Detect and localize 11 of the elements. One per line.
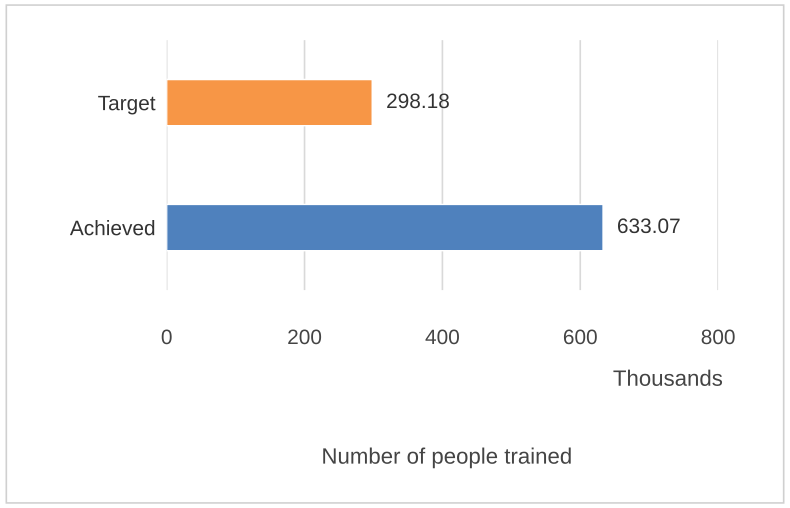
x-axis-title: Number of people trained: [323, 448, 571, 468]
data-label: 298.18: [387, 93, 449, 108]
data-label: 633.07: [618, 218, 680, 234]
x-tick-label: 400: [426, 330, 459, 344]
y-tick-label: Target: [98, 96, 156, 114]
x-tick-label: 600: [564, 330, 597, 344]
text: Thousands: [613, 370, 722, 386]
x-tick-label: 200: [288, 330, 322, 344]
y-tick-label: Achieved: [70, 220, 154, 236]
x-tick-label: 800: [702, 330, 735, 344]
x-tick-label: 0: [162, 330, 172, 344]
